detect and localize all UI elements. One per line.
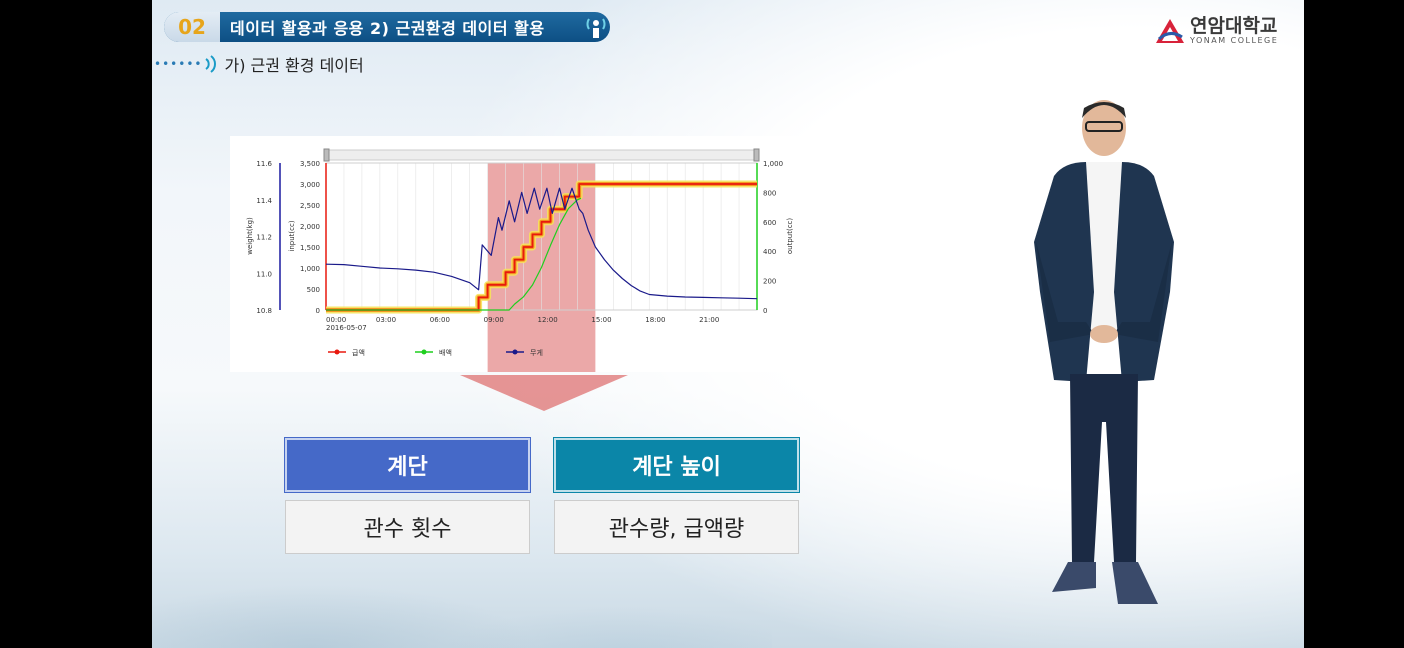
input-tick-label: 500 — [307, 286, 320, 294]
logo-english: YONAM COLLEGE — [1190, 36, 1279, 45]
weight-tick-label: 10.8 — [256, 307, 272, 315]
slide: 02 데이터 활용과 응용 2) 근권환경 데이터 활용 •••••• 가) 근… — [152, 0, 1304, 648]
section-number: 02 — [164, 12, 220, 42]
legend-label: 급액 — [352, 349, 365, 357]
scrollbar-handle-right — [753, 148, 760, 162]
legend-marker — [512, 349, 518, 355]
input-axis-label: input(cc) — [288, 220, 296, 251]
input-tick-label: 0 — [316, 307, 320, 315]
box-step-height: 계단 높이 — [553, 437, 800, 493]
chart-panel: 11.6 11.4 11.2 11.0 10.8 weight(kg) 3,500 3,000… — [230, 136, 814, 372]
dotted-leader-icon: •••••• — [154, 57, 203, 71]
x-tick-label: 00:00 — [326, 316, 346, 324]
down-arrow — [460, 375, 628, 411]
box-irrigation-amount: 관수량, 급액량 — [554, 500, 799, 554]
output-tick-label: 800 — [763, 189, 776, 197]
x-tick-label: 21:00 — [699, 316, 719, 324]
legend-label: 배액 — [439, 348, 452, 357]
legend-marker — [421, 349, 427, 355]
series-line-무게 — [325, 187, 758, 300]
x-tick-label: 15:00 — [591, 316, 611, 324]
box-step: 계단 — [284, 437, 531, 493]
input-tick-label: 3,500 — [300, 160, 320, 168]
weight-axis-label: weight(kg) — [246, 217, 254, 255]
series-line-배액 — [326, 197, 582, 311]
weight-tick-label: 11.6 — [256, 160, 272, 168]
output-tick-label: 600 — [763, 219, 776, 227]
subheading: •••••• 가) 근권 환경 데이터 — [154, 52, 364, 76]
weight-tick-label: 11.0 — [256, 270, 272, 278]
x-date-label: 2016-05-07 — [326, 324, 367, 332]
logo-korean: 연암대학교 — [1190, 15, 1278, 37]
output-tick-label: 1,000 — [763, 160, 783, 168]
x-tick-label: 03:00 — [376, 316, 396, 324]
x-tick-label: 18:00 — [645, 316, 665, 324]
signal-person-icon — [586, 18, 606, 38]
root-zone-chart: 11.6 11.4 11.2 11.0 10.8 weight(kg) 3,500 3,000… — [246, 148, 794, 372]
subheading-text: 가) 근권 환경 데이터 — [224, 56, 364, 75]
box-irrigation-count: 관수 횟수 — [285, 500, 530, 554]
series-line-급액 — [326, 183, 757, 311]
chart-scrollbar — [325, 149, 758, 161]
presenter-figure — [1034, 100, 1174, 604]
output-tick-label: 0 — [763, 307, 767, 315]
college-emblem-icon — [1156, 19, 1184, 43]
section-header: 02 데이터 활용과 응용 2) 근권환경 데이터 활용 — [164, 12, 610, 42]
output-tick-label: 200 — [763, 278, 776, 286]
scrollbar-handle-left — [323, 148, 330, 162]
input-tick-label: 1,000 — [300, 265, 320, 273]
legend-label: 무게 — [530, 348, 543, 357]
signal-waves-icon — [205, 55, 217, 73]
x-tick-label: 06:00 — [430, 316, 450, 324]
weight-tick-label: 11.4 — [256, 197, 272, 205]
input-tick-label: 1,500 — [300, 244, 320, 252]
legend-marker — [334, 349, 340, 355]
input-tick-label: 3,000 — [300, 181, 320, 189]
input-tick-label: 2,000 — [300, 223, 320, 231]
x-tick-label: 09:00 — [484, 316, 504, 324]
x-tick-label: 12:00 — [538, 316, 558, 324]
college-logo: 연암대학교 YONAM COLLEGE — [1154, 16, 1278, 46]
weight-tick-label: 11.2 — [256, 234, 272, 242]
section-title: 데이터 활용과 응용 2) 근권환경 데이터 활용 — [230, 19, 545, 38]
output-axis-label: output(cc) — [786, 218, 794, 255]
output-tick-label: 400 — [763, 248, 776, 256]
input-tick-label: 2,500 — [300, 202, 320, 210]
